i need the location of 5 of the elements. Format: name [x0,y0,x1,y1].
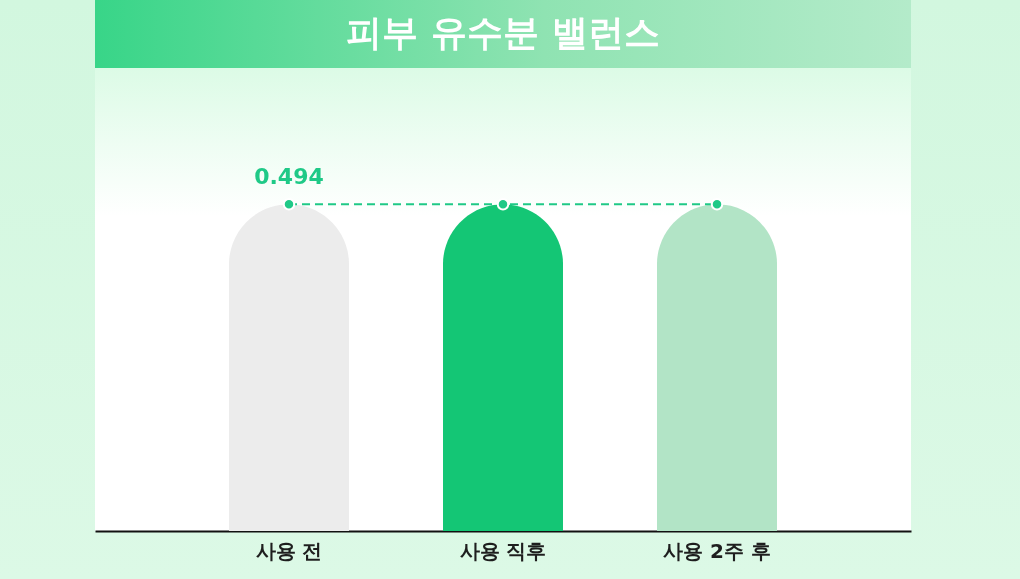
x-tick-label: 사용 직후 [459,538,547,563]
data-label: 0.494 [254,164,324,190]
chart-title: 피부 유수분 밸런스 [346,12,660,53]
x-tick-label: 사용 2주 후 [663,538,771,563]
x-tick-label: 사용 전 [255,538,323,563]
